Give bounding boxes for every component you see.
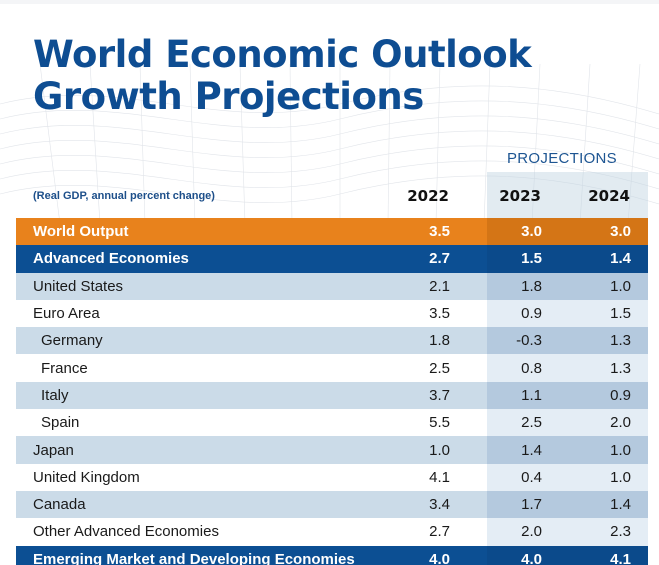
value-2024: 1.4 — [610, 250, 631, 268]
table-subtitle: (Real GDP, annual percent change) — [33, 190, 215, 202]
value-2023: 3.0 — [521, 223, 542, 241]
value-2024: 1.0 — [610, 468, 631, 486]
row-label: Advanced Economies — [33, 250, 189, 268]
table-row: Japan 1.0 1.4 1.0 — [16, 436, 648, 464]
value-2022: 3.7 — [429, 386, 450, 404]
value-2024: 1.0 — [610, 277, 631, 295]
value-2023: 2.0 — [521, 523, 542, 541]
projection-cell-bg — [487, 545, 648, 565]
growth-table: World Output 3.5 3.0 3.0 Advanced Econom… — [16, 218, 648, 565]
value-2024: 1.4 — [610, 496, 631, 514]
projection-cell-bg — [487, 490, 648, 519]
table-row-advanced-economies: Advanced Economies 2.7 1.5 1.4 — [16, 245, 648, 273]
row-label: Other Advanced Economies — [33, 523, 219, 541]
value-2022: 2.7 — [429, 523, 450, 541]
document-page: World Economic Outlook Growth Projection… — [0, 4, 659, 565]
table-row: Italy 3.7 1.1 0.9 — [16, 381, 648, 410]
row-label: World Output — [33, 223, 129, 241]
value-2023: -0.3 — [516, 332, 542, 350]
value-2023: 0.9 — [521, 305, 542, 323]
value-2022: 5.5 — [429, 414, 450, 432]
value-2024: 3.0 — [610, 223, 631, 241]
value-2023: 0.8 — [521, 359, 542, 377]
column-header-2024: 2024 — [588, 187, 630, 205]
value-2022: 1.0 — [429, 441, 450, 459]
value-2023: 1.4 — [521, 441, 542, 459]
projection-cell-bg — [487, 381, 648, 410]
value-2024: 2.0 — [610, 414, 631, 432]
row-label: Euro Area — [33, 305, 100, 323]
value-2024: 0.9 — [610, 386, 631, 404]
value-2023: 1.8 — [521, 277, 542, 295]
value-2023: 1.5 — [521, 250, 542, 268]
table-row: Germany 1.8 -0.3 1.3 — [16, 327, 648, 355]
value-2022: 2.5 — [429, 359, 450, 377]
row-label: Japan — [33, 441, 74, 459]
value-2022: 2.1 — [429, 277, 450, 295]
table-row: Canada 3.4 1.7 1.4 — [16, 490, 648, 519]
projection-cell-bg — [487, 436, 648, 464]
value-2022: 3.5 — [429, 223, 450, 241]
projection-cell-bg — [487, 245, 648, 273]
value-2022: 4.0 — [429, 550, 450, 565]
row-label: Spain — [41, 414, 80, 432]
value-2024: 1.5 — [610, 305, 631, 323]
page-title: World Economic Outlook Growth Projection… — [33, 33, 532, 118]
table-row-world-output: World Output 3.5 3.0 3.0 — [16, 218, 648, 246]
row-label: France — [41, 359, 88, 377]
row-label: United Kingdom — [33, 468, 140, 486]
table-row: United Kingdom 4.1 0.4 1.0 — [16, 463, 648, 491]
row-label: Italy — [41, 386, 69, 404]
value-2024: 1.3 — [610, 359, 631, 377]
row-label: United States — [33, 277, 124, 295]
table-row: United States 2.1 1.8 1.0 — [16, 272, 648, 300]
table-row: Other Advanced Economies 2.7 2.0 2.3 — [16, 518, 648, 546]
value-2024: 1.0 — [610, 441, 631, 459]
value-2024: 1.3 — [610, 332, 631, 350]
projection-cell-bg — [487, 409, 648, 437]
title-line-1: World Economic Outlook — [33, 33, 532, 76]
value-2023: 4.0 — [521, 550, 542, 565]
row-label: Germany — [41, 332, 103, 350]
background-mesh-graphic — [0, 64, 659, 224]
table-row: Spain 5.5 2.5 2.0 — [16, 409, 648, 437]
title-line-2: Growth Projections — [33, 75, 424, 118]
projection-cell-bg — [487, 299, 648, 328]
value-2022: 2.7 — [429, 250, 450, 268]
projection-cell-bg — [487, 463, 648, 491]
value-2023: 1.7 — [521, 496, 542, 514]
value-2024: 4.1 — [610, 550, 631, 565]
table-row: Euro Area 3.5 0.9 1.5 — [16, 299, 648, 328]
value-2022: 4.1 — [429, 468, 450, 486]
value-2022: 1.8 — [429, 332, 450, 350]
projection-cell-bg — [487, 354, 648, 382]
projection-cell-bg — [487, 272, 648, 300]
projection-cell-bg — [487, 327, 648, 355]
value-2024: 2.3 — [610, 523, 631, 541]
value-2022: 3.5 — [429, 305, 450, 323]
projection-cell-bg — [487, 518, 648, 546]
value-2022: 3.4 — [429, 496, 450, 514]
table-row-emerging-market-developing: Emerging Market and Developing Economies… — [16, 545, 648, 565]
column-header-2022: 2022 — [407, 187, 449, 205]
value-2023: 2.5 — [521, 414, 542, 432]
projections-label: PROJECTIONS — [507, 150, 617, 167]
table-row: France 2.5 0.8 1.3 — [16, 354, 648, 382]
value-2023: 1.1 — [521, 386, 542, 404]
row-label: Emerging Market and Developing Economies — [33, 550, 355, 565]
column-header-2023: 2023 — [499, 187, 541, 205]
row-label: Canada — [33, 496, 86, 514]
projection-cell-bg — [487, 218, 648, 246]
value-2023: 0.4 — [521, 468, 542, 486]
